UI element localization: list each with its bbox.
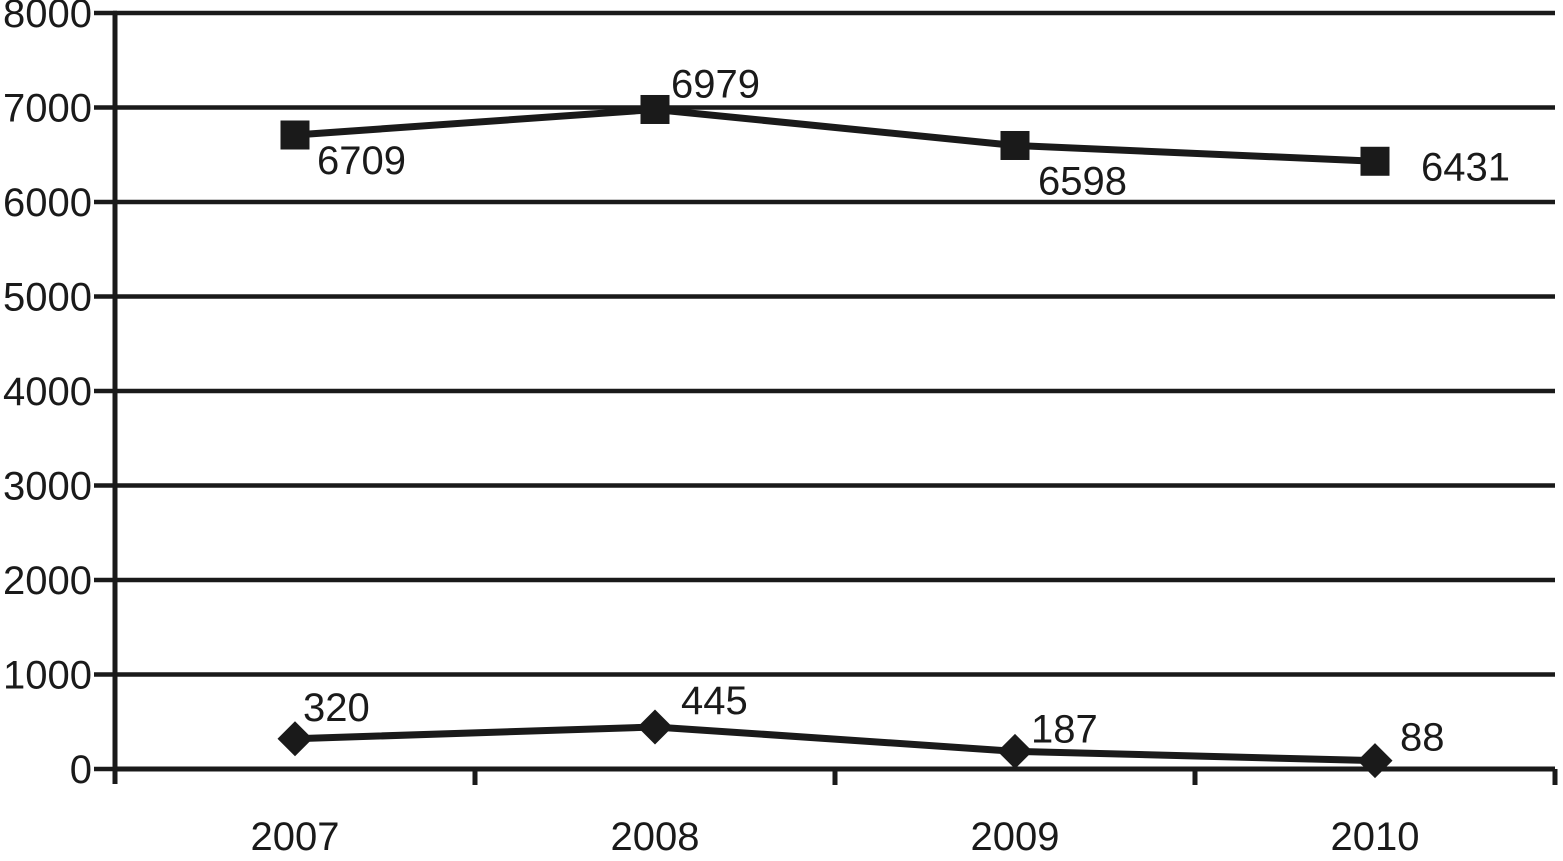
y-axis-label: 4000 (3, 370, 92, 414)
y-axis-label: 3000 (3, 465, 92, 509)
y-axis-label: 0 (70, 748, 92, 792)
y-axis-label: 6000 (3, 181, 92, 225)
y-axis-label: 8000 (3, 0, 92, 36)
data-point-marker (1000, 130, 1030, 160)
series-line (294, 105, 1376, 165)
x-axis-label: 2007 (251, 815, 340, 859)
data-point-label: 187 (1031, 707, 1098, 751)
data-point-marker (277, 721, 313, 757)
x-axis-label: 2008 (611, 815, 700, 859)
data-point-label: 6431 (1421, 145, 1510, 189)
data-point-marker (280, 120, 310, 150)
x-axis-label: 2010 (1331, 815, 1420, 859)
y-axis-label: 7000 (3, 87, 92, 131)
series-line (294, 723, 1376, 765)
y-axis-label: 1000 (3, 654, 92, 698)
data-point-label: 445 (681, 679, 748, 723)
data-point-marker (1360, 146, 1390, 176)
data-point-marker (997, 733, 1033, 769)
data-point-label: 6598 (1038, 159, 1127, 203)
data-point-label: 88 (1400, 716, 1445, 760)
x-axis-label: 2009 (971, 815, 1060, 859)
y-axis-label: 2000 (3, 559, 92, 603)
data-point-marker (640, 94, 670, 124)
y-axis-label: 5000 (3, 276, 92, 320)
data-point-marker (637, 709, 673, 745)
data-point-label: 6709 (317, 139, 406, 183)
data-point-label: 320 (303, 686, 370, 730)
data-point-label: 6979 (671, 62, 760, 106)
data-point-marker (1357, 743, 1393, 779)
